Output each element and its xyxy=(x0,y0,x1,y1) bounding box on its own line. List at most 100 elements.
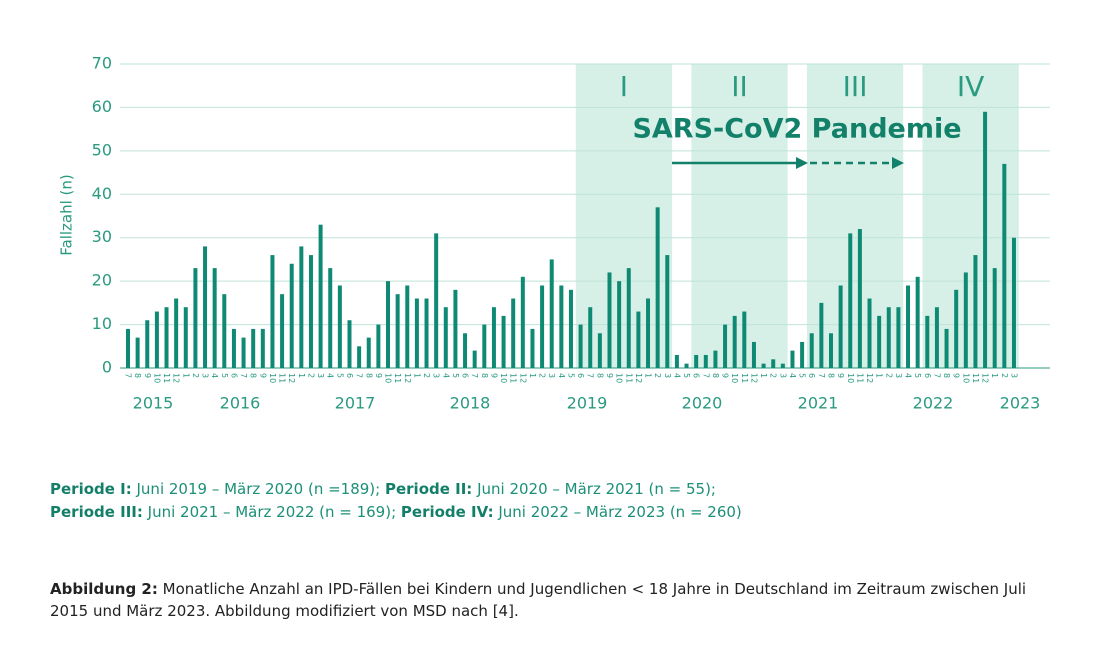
bar xyxy=(472,350,477,368)
year-label: 2017 xyxy=(335,394,376,413)
bar xyxy=(549,259,554,368)
bar xyxy=(713,350,718,368)
note-bold: Periode III: xyxy=(50,503,143,521)
bar xyxy=(386,281,391,368)
year-label: 2016 xyxy=(220,394,261,413)
x-tick-label: 1 xyxy=(990,373,999,378)
bar xyxy=(183,307,188,368)
bar xyxy=(231,328,236,368)
x-tick-label: 2 xyxy=(653,373,662,378)
x-tick-label: 7 xyxy=(124,373,133,378)
bar xyxy=(684,363,689,368)
bar xyxy=(366,337,371,368)
year-label: 2019 xyxy=(567,394,608,413)
bar xyxy=(588,307,593,368)
x-tick-label: 7 xyxy=(932,373,941,378)
bar xyxy=(347,320,352,368)
y-tick-label: 30 xyxy=(92,227,112,246)
x-tick-label: 9 xyxy=(836,373,845,378)
bar xyxy=(742,311,747,368)
bar xyxy=(280,294,285,368)
x-tick-label: 8 xyxy=(480,373,489,378)
x-tick-label: 5 xyxy=(451,373,460,378)
x-tick-label: 7 xyxy=(355,373,364,378)
arrow-head xyxy=(892,157,904,169)
x-tick-label: 2 xyxy=(538,373,547,378)
bar xyxy=(848,233,853,368)
bar xyxy=(915,276,920,368)
bar xyxy=(318,224,323,368)
year-label: 2020 xyxy=(682,394,723,413)
bar xyxy=(655,207,660,368)
x-tick-label: 5 xyxy=(682,373,691,378)
bar xyxy=(838,285,843,368)
bar xyxy=(212,268,217,368)
note-text: Juni 2019 – März 2020 (n =189); xyxy=(131,480,385,498)
bar xyxy=(790,350,795,368)
bar xyxy=(723,324,728,368)
x-tick-label: 12 xyxy=(172,373,181,383)
bar xyxy=(732,315,737,368)
bar xyxy=(540,285,545,368)
bar xyxy=(376,324,381,368)
x-tick-label: 4 xyxy=(210,373,219,378)
bar xyxy=(126,328,130,368)
x-tick-label: 4 xyxy=(441,373,450,378)
x-tick-label: 6 xyxy=(576,373,585,378)
x-tick-label: 7 xyxy=(701,373,710,378)
bar xyxy=(222,294,227,368)
period-notes: Periode I: Juni 2019 – März 2020 (n =189… xyxy=(50,478,742,524)
bar xyxy=(992,268,997,368)
x-tick-label: 7 xyxy=(817,373,826,378)
x-tick-label: 12 xyxy=(287,373,296,383)
bar xyxy=(414,298,419,368)
bar xyxy=(800,341,805,368)
x-tick-label: 3 xyxy=(1009,373,1018,378)
x-tick-label: 11 xyxy=(740,373,749,383)
x-tick-label: 1 xyxy=(528,373,537,378)
x-tick-label: 8 xyxy=(711,373,720,378)
y-axis-label: Fallzahl (n) xyxy=(58,174,76,256)
x-tick-label: 2 xyxy=(191,373,200,378)
x-tick-label: 6 xyxy=(692,373,701,378)
x-tick-label: 9 xyxy=(258,373,267,378)
x-tick-label: 11 xyxy=(624,373,633,383)
annotation: SARS-CoV2 Pandemie xyxy=(632,114,961,145)
bar xyxy=(559,285,564,368)
bar xyxy=(646,298,651,368)
x-tick-label: 11 xyxy=(855,373,864,383)
period-label: III xyxy=(843,70,868,103)
caption-bold: Abbildung 2: xyxy=(50,580,158,598)
year-label: 2015 xyxy=(133,394,174,413)
bar xyxy=(636,311,641,368)
bar xyxy=(174,298,179,368)
bar xyxy=(886,307,891,368)
caption-text: Monatliche Anzahl an IPD-Fällen bei Kind… xyxy=(50,580,1027,620)
bar xyxy=(665,255,670,368)
bar xyxy=(270,255,275,368)
y-tick-label: 10 xyxy=(92,314,112,333)
x-tick-label: 5 xyxy=(913,373,922,378)
x-tick-label: 9 xyxy=(143,373,152,378)
x-tick-label: 2 xyxy=(884,373,893,378)
x-tick-label: 1 xyxy=(297,373,306,378)
period-band xyxy=(691,64,788,368)
bar xyxy=(694,354,699,368)
bar xyxy=(357,346,362,368)
bar xyxy=(308,255,313,368)
x-tick-label: 12 xyxy=(518,373,527,383)
bar xyxy=(703,354,708,368)
bar xyxy=(626,268,631,368)
x-tick-label: 9 xyxy=(605,373,614,378)
x-tick-label: 1 xyxy=(412,373,421,378)
bar xyxy=(973,255,978,368)
bar xyxy=(934,307,939,368)
x-tick-label: 12 xyxy=(749,373,758,383)
x-tick-label: 9 xyxy=(489,373,498,378)
x-tick-label: 6 xyxy=(461,373,470,378)
bar xyxy=(530,328,535,368)
bar xyxy=(963,272,968,368)
bar xyxy=(954,289,959,368)
bar xyxy=(463,333,468,368)
